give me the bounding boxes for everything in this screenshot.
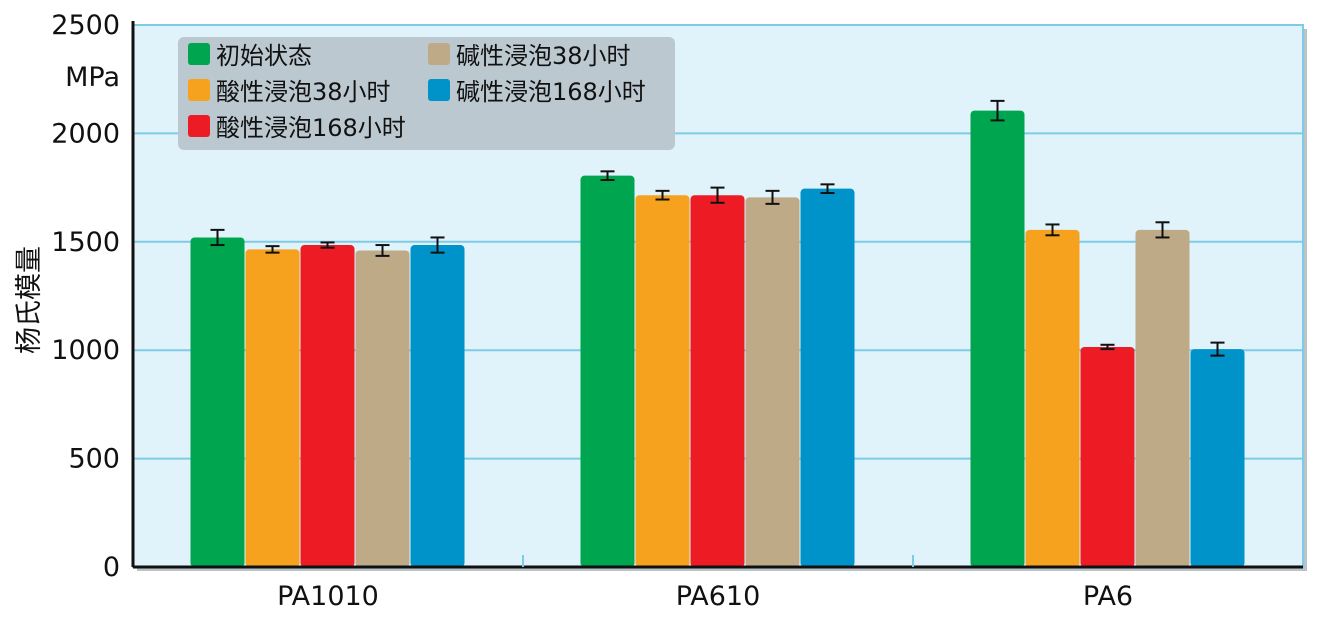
bar	[300, 245, 355, 567]
bar	[1135, 229, 1190, 567]
legend-swatch	[428, 79, 450, 101]
bar	[800, 188, 855, 567]
bar	[1080, 346, 1135, 567]
legend-label: 酸性浸泡168小时	[216, 114, 406, 142]
x-tick-label: PA6	[1083, 581, 1133, 612]
legend-label: 碱性浸泡168小时	[456, 78, 646, 106]
legend-swatch	[188, 43, 210, 65]
y-tick-label: 2500	[51, 10, 120, 41]
bar	[1025, 229, 1080, 567]
bar	[410, 245, 465, 567]
bar	[970, 110, 1025, 568]
y-axis-label: 杨氏模量	[14, 246, 45, 354]
y-tick-label: 2000	[51, 118, 120, 149]
bar	[245, 249, 300, 567]
y-tick-label: 1000	[51, 335, 120, 366]
legend-label: 酸性浸泡38小时	[216, 78, 391, 106]
bar	[745, 197, 800, 567]
bar	[635, 195, 690, 568]
bar	[580, 175, 635, 567]
x-tick-label: PA1010	[277, 581, 379, 612]
bar	[1190, 349, 1245, 567]
legend-label: 碱性浸泡38小时	[456, 42, 631, 70]
legend-label: 初始状态	[216, 42, 312, 70]
legend-swatch	[428, 43, 450, 65]
x-tick-label: PA610	[676, 581, 761, 612]
y-tick-label: 1500	[51, 227, 120, 258]
legend-swatch	[188, 115, 210, 137]
legend-box	[178, 37, 675, 150]
y-tick-label: 0	[103, 552, 120, 583]
y-tick-label: 500	[68, 444, 120, 475]
bar	[190, 237, 245, 568]
bar	[355, 250, 410, 568]
y-axis-unit: MPa	[65, 62, 120, 93]
legend-swatch	[188, 79, 210, 101]
bar	[690, 195, 745, 568]
